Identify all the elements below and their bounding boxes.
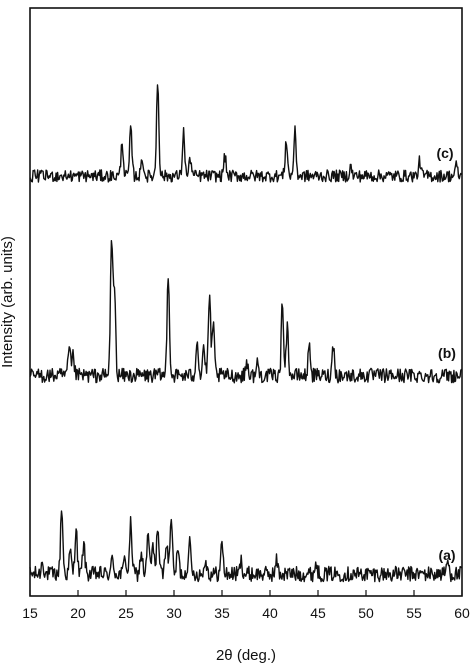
trace-b [29, 239, 463, 384]
x-tick-label-20: 20 [70, 605, 86, 621]
x-axis-tick-labels: 15 20 25 30 35 40 45 50 55 60 [22, 605, 470, 621]
x-tick-label-50: 50 [358, 605, 374, 621]
x-tick-label-15: 15 [22, 605, 38, 621]
series-traces [29, 84, 463, 583]
series-label-a: (a) [438, 547, 455, 563]
x-tick-label-25: 25 [118, 605, 134, 621]
x-tick-label-60: 60 [454, 605, 470, 621]
x-tick-label-45: 45 [310, 605, 326, 621]
x-tick-label-55: 55 [406, 605, 422, 621]
x-axis-label: 2θ (deg.) [216, 647, 276, 664]
x-tick-label-35: 35 [214, 605, 230, 621]
trace-a [29, 510, 463, 583]
x-axis-ticks [29, 590, 463, 596]
series-labels: (a) (b) (c) [436, 145, 456, 563]
y-axis-label: Intensity (arb. units) [0, 236, 16, 368]
x-tick-label-40: 40 [262, 605, 278, 621]
series-label-b: (b) [438, 345, 456, 361]
x-tick-label-30: 30 [166, 605, 182, 621]
series-label-c: (c) [436, 145, 453, 161]
trace-c [29, 84, 463, 183]
plot-frame [29, 7, 463, 597]
